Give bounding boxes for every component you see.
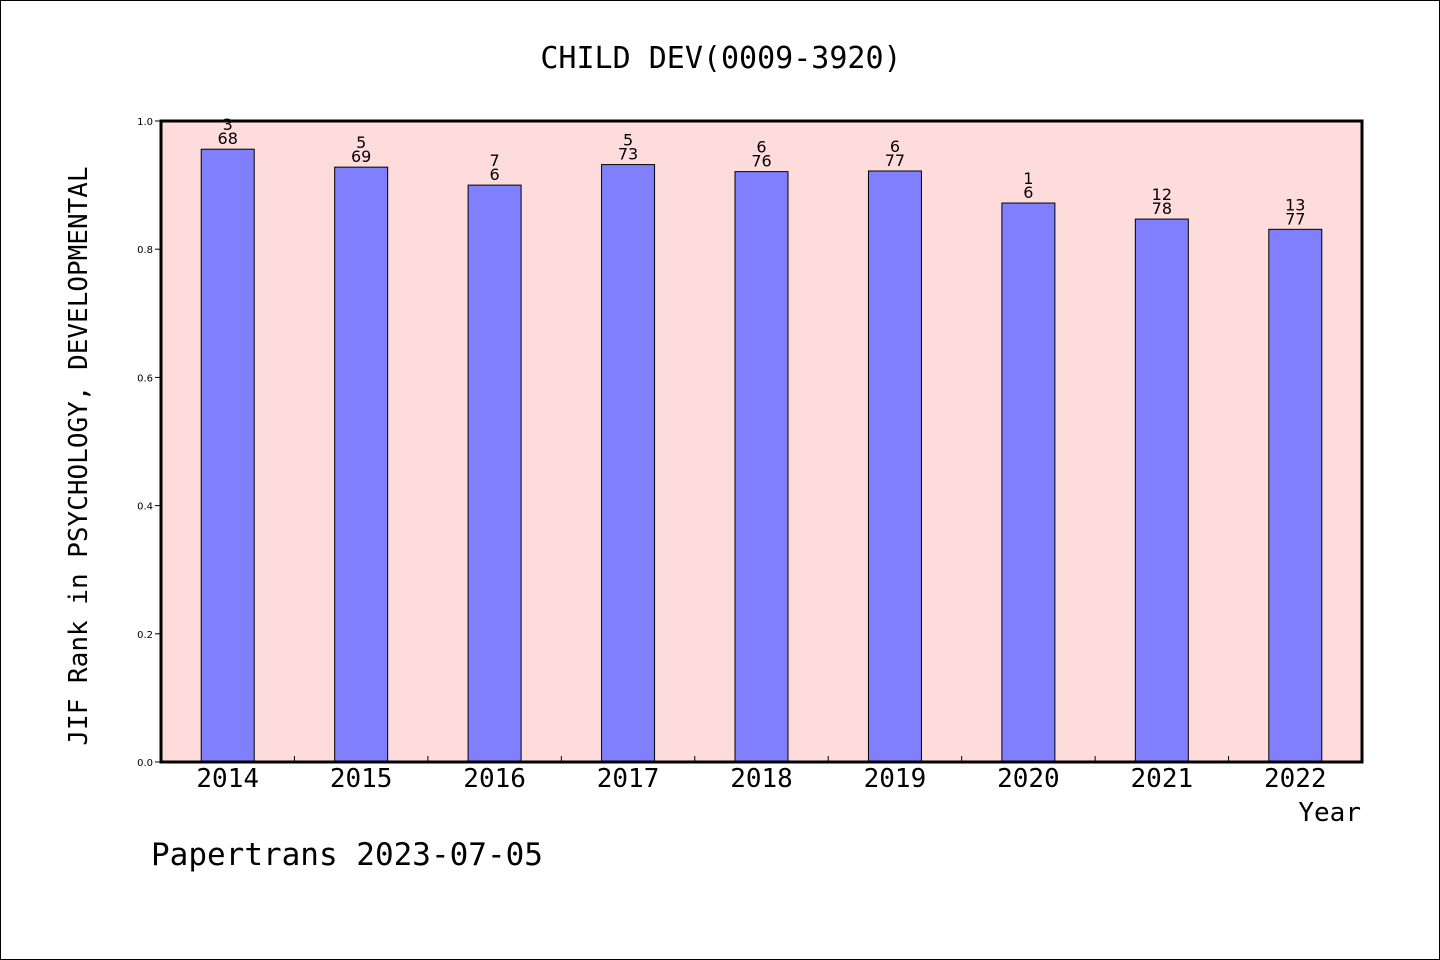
bar-label-numerator: 5 [356,133,366,152]
x-tick-label: 2020 [997,764,1060,794]
y-axis-label: JIF Rank in PSYCHOLOGY, DEVELOPMENTAL [64,166,94,745]
x-tick-label: 2015 [330,764,393,794]
chart-title: CHILD DEV(0009-3920) [540,41,901,76]
plot-border [159,119,1364,764]
bar [601,164,656,763]
x-axis-ticks: 2014 2015 2016 2017 2018 2019 2020 2021 2022 [196,756,1327,794]
bar-label-denominator: 69 [351,147,371,166]
x-tick-label: 2018 [730,764,793,794]
x-axis-label: Year [1298,798,1361,828]
bar-label-denominator: 6 [490,165,500,184]
bar-label-denominator: 76 [751,152,771,171]
y-tick-label: 0.6 [137,373,153,384]
y-tick-label: 0.2 [137,630,153,641]
bar-label-denominator: 68 [218,129,238,148]
y-tick-label: 1.0 [137,117,153,128]
bar-label-numerator: 6 [890,137,900,156]
x-tick-label: 2016 [463,764,526,794]
bar-label-numerator: 5 [623,131,633,150]
bar [200,148,255,763]
bar-label-denominator: 77 [1285,209,1305,228]
y-tick-label: 0.8 [137,245,153,256]
bar [334,166,389,763]
bar-label-numerator: 13 [1285,195,1305,214]
bar [467,184,522,763]
x-tick-label: 2022 [1264,764,1327,794]
bar [734,171,789,763]
bar-label-numerator: 1 [1023,169,1033,188]
y-tick-label: 0.0 [137,758,153,769]
y-tick-label: 0.4 [137,502,153,513]
bar-label-numerator: 3 [223,115,233,134]
x-tick-label: 2021 [1131,764,1194,794]
x-tick-label: 2017 [597,764,660,794]
bar-label-numerator: 7 [490,151,500,170]
bar [1001,202,1056,763]
bar [867,170,922,763]
y-axis-ticks: 0.0 0.2 0.4 0.6 0.8 1.0 [137,117,161,769]
bar-label-denominator: 6 [1023,183,1033,202]
bar-label-numerator: 12 [1152,185,1172,204]
x-tick-label: 2019 [864,764,927,794]
bar [1268,228,1323,763]
bar-label-denominator: 77 [885,151,905,170]
bar-label-denominator: 73 [618,145,638,164]
x-tick-label: 2014 [196,764,259,794]
bar-label-numerator: 6 [756,138,766,157]
bar [1134,218,1189,763]
footer-text: Papertrans 2023-07-05 [151,837,543,873]
bar-label-denominator: 78 [1152,199,1172,218]
